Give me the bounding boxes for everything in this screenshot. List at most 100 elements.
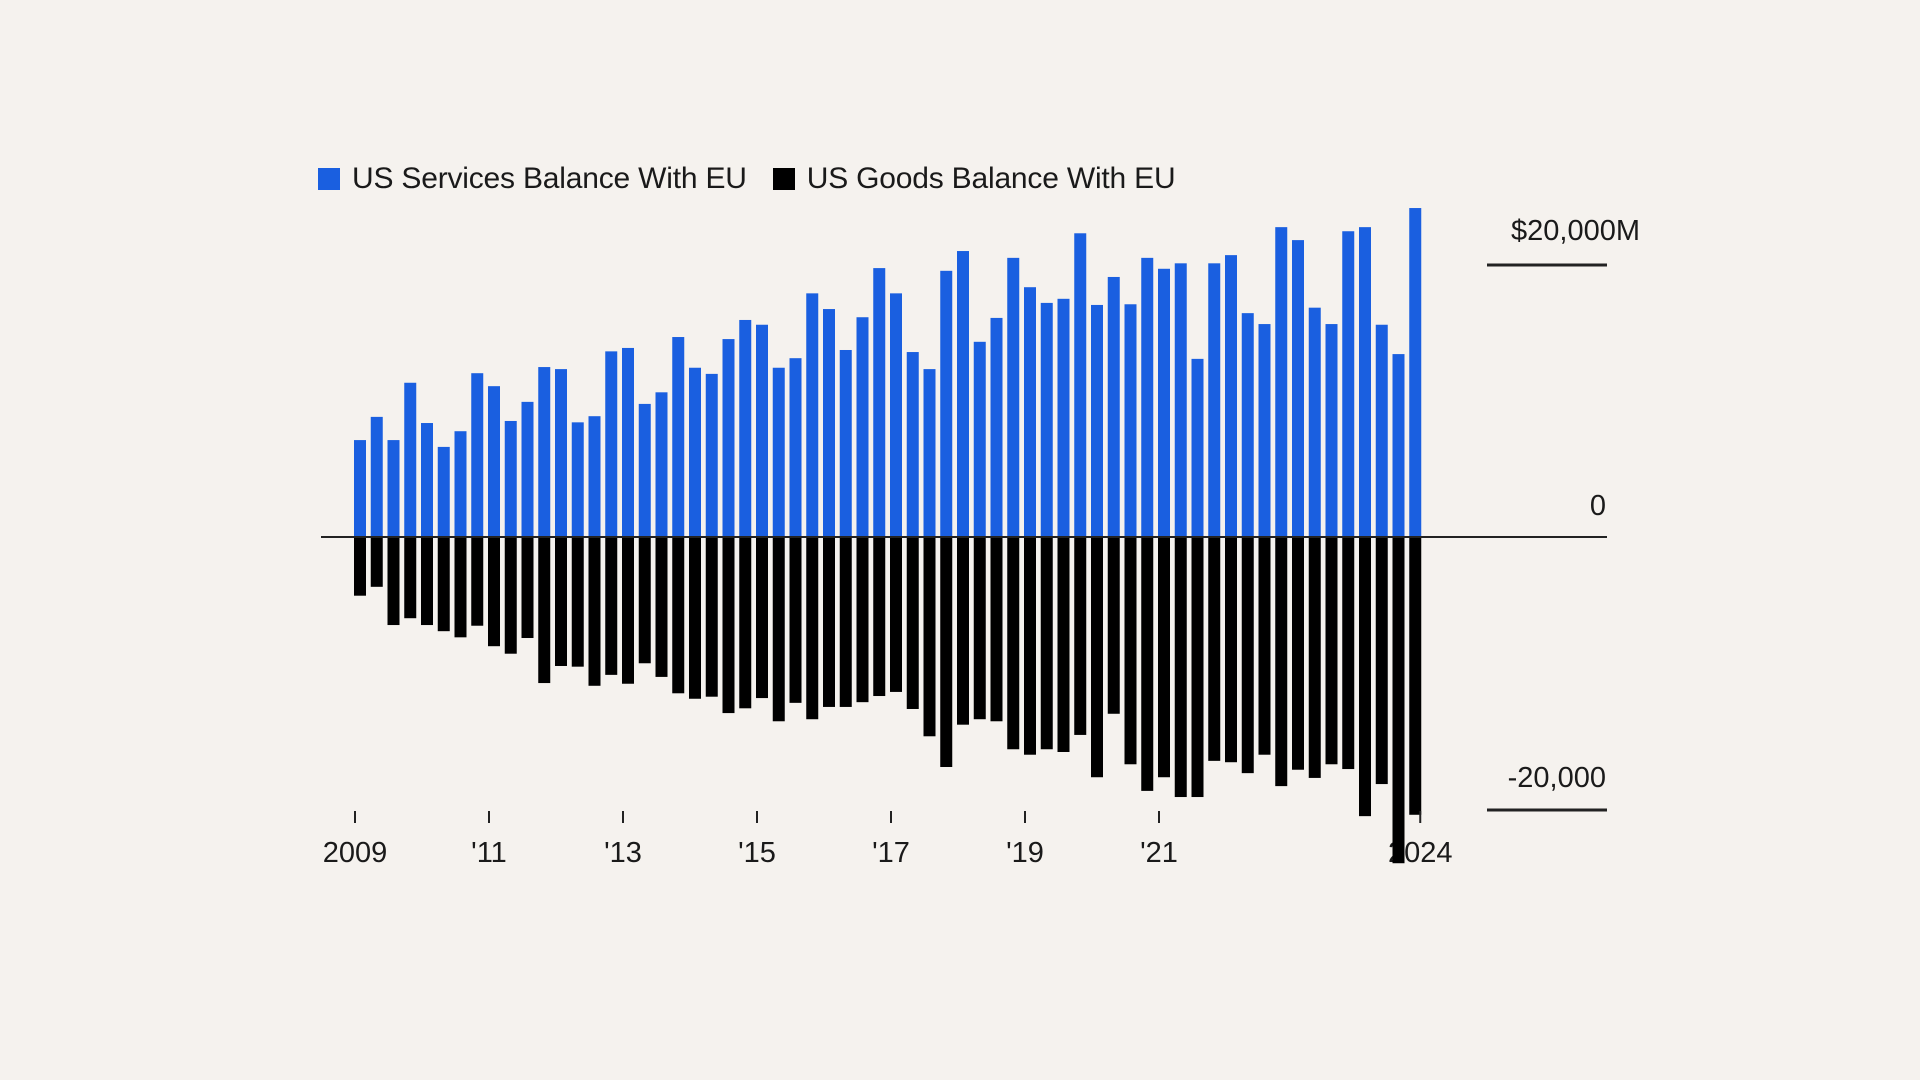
services-bar xyxy=(1208,263,1221,537)
goods-bar xyxy=(990,537,1003,722)
goods-bar xyxy=(839,537,852,707)
goods-bar xyxy=(488,537,500,647)
x-tick-label: 2009 xyxy=(322,837,388,869)
legend-swatch-services xyxy=(318,168,340,190)
goods-bar xyxy=(906,537,919,709)
goods-bar xyxy=(1258,537,1271,755)
services-bar xyxy=(588,416,601,537)
goods-bar xyxy=(1241,537,1254,774)
services-bar xyxy=(404,382,417,537)
legend: US Services Balance With EU US Goods Bal… xyxy=(318,162,1201,196)
services-bar xyxy=(789,358,802,537)
x-axis-ticks xyxy=(354,811,1422,823)
goods-bar xyxy=(689,537,701,699)
goods-bar xyxy=(856,537,869,703)
goods-bar xyxy=(622,537,634,684)
goods-bar xyxy=(1040,537,1053,750)
services-bar xyxy=(990,317,1003,537)
services-bar xyxy=(471,373,484,537)
services-bar xyxy=(1107,276,1120,537)
services-bar xyxy=(1308,307,1321,537)
services-bar xyxy=(354,440,366,537)
goods-bar xyxy=(1275,537,1288,787)
services-bar xyxy=(521,401,534,537)
goods-bar xyxy=(823,537,835,707)
goods-bar xyxy=(873,537,886,697)
goods-bar xyxy=(1191,537,1204,798)
goods-bar xyxy=(521,537,534,639)
services-bar xyxy=(1124,304,1137,537)
services-bar xyxy=(437,446,450,537)
services-bar xyxy=(421,423,433,537)
goods-bar xyxy=(1359,537,1371,817)
goods-bar xyxy=(471,537,484,626)
x-tick-label: '13 xyxy=(604,837,642,869)
goods-bar xyxy=(404,537,417,619)
services-bar xyxy=(638,403,651,537)
services-bar xyxy=(973,341,986,537)
legend-label-goods: US Goods Balance With EU xyxy=(806,162,1176,195)
services-bar xyxy=(1258,324,1271,537)
services-bar xyxy=(756,324,768,537)
goods-bar xyxy=(1308,537,1321,778)
services-bar xyxy=(1225,255,1237,537)
services-bar xyxy=(370,416,383,537)
goods-bar xyxy=(1225,537,1237,763)
goods-bar xyxy=(504,537,517,654)
goods-bar xyxy=(1124,537,1137,765)
services-bar xyxy=(1325,324,1338,537)
legend-label-services: US Services Balance With EU xyxy=(352,162,747,195)
services-bar xyxy=(1158,268,1170,537)
goods-bar xyxy=(437,537,450,632)
services-bar xyxy=(1191,358,1204,537)
services-bar xyxy=(823,309,835,537)
goods-bar xyxy=(638,537,651,664)
x-tick-label: '19 xyxy=(1006,837,1044,869)
y-tick-label-neg20000: -20,000 xyxy=(1507,762,1606,794)
services-bar xyxy=(454,431,467,537)
goods-bar xyxy=(1057,537,1070,752)
goods-bar xyxy=(1091,537,1103,778)
goods-bar xyxy=(1024,537,1036,755)
x-tick-label: '17 xyxy=(872,837,910,869)
goods-bar xyxy=(772,537,785,722)
services-bar xyxy=(957,251,969,537)
services-bar xyxy=(1174,263,1187,537)
goods-bar xyxy=(890,537,902,692)
services-bar xyxy=(1292,240,1304,538)
services-bar xyxy=(1375,324,1388,537)
services-bar xyxy=(705,373,718,537)
services-bar xyxy=(806,293,819,537)
goods-bar xyxy=(957,537,969,725)
y-tick-label-0: 0 xyxy=(1589,490,1606,522)
goods-bar xyxy=(1007,537,1020,750)
goods-bar xyxy=(923,537,936,737)
goods-bar xyxy=(370,537,383,587)
services-bar xyxy=(722,339,735,537)
services-bar xyxy=(1074,233,1087,537)
services-bar xyxy=(1091,304,1103,537)
services-bar xyxy=(923,369,936,537)
goods-bar xyxy=(1174,537,1187,798)
goods-bar xyxy=(1409,537,1422,815)
services-bar xyxy=(739,319,752,537)
goods-bar xyxy=(454,537,467,638)
goods-bar xyxy=(387,537,400,626)
y-tick-label-20000: $20,000M xyxy=(1511,215,1640,247)
services-bar xyxy=(538,367,551,537)
goods-bar xyxy=(973,537,986,720)
services-bar xyxy=(906,352,919,537)
services-bars xyxy=(354,208,1422,538)
goods-bar xyxy=(722,537,735,714)
services-bar xyxy=(1275,227,1288,537)
goods-bar xyxy=(1141,537,1154,791)
goods-bar xyxy=(588,537,601,686)
services-bar xyxy=(555,369,567,537)
services-bar xyxy=(655,392,668,537)
services-bar xyxy=(504,420,517,537)
legend-item-goods: US Goods Balance With EU xyxy=(772,162,1176,196)
goods-bar xyxy=(1107,537,1120,714)
x-tick-label: '21 xyxy=(1140,837,1178,869)
goods-bar xyxy=(705,537,718,697)
services-bar xyxy=(1342,231,1355,538)
